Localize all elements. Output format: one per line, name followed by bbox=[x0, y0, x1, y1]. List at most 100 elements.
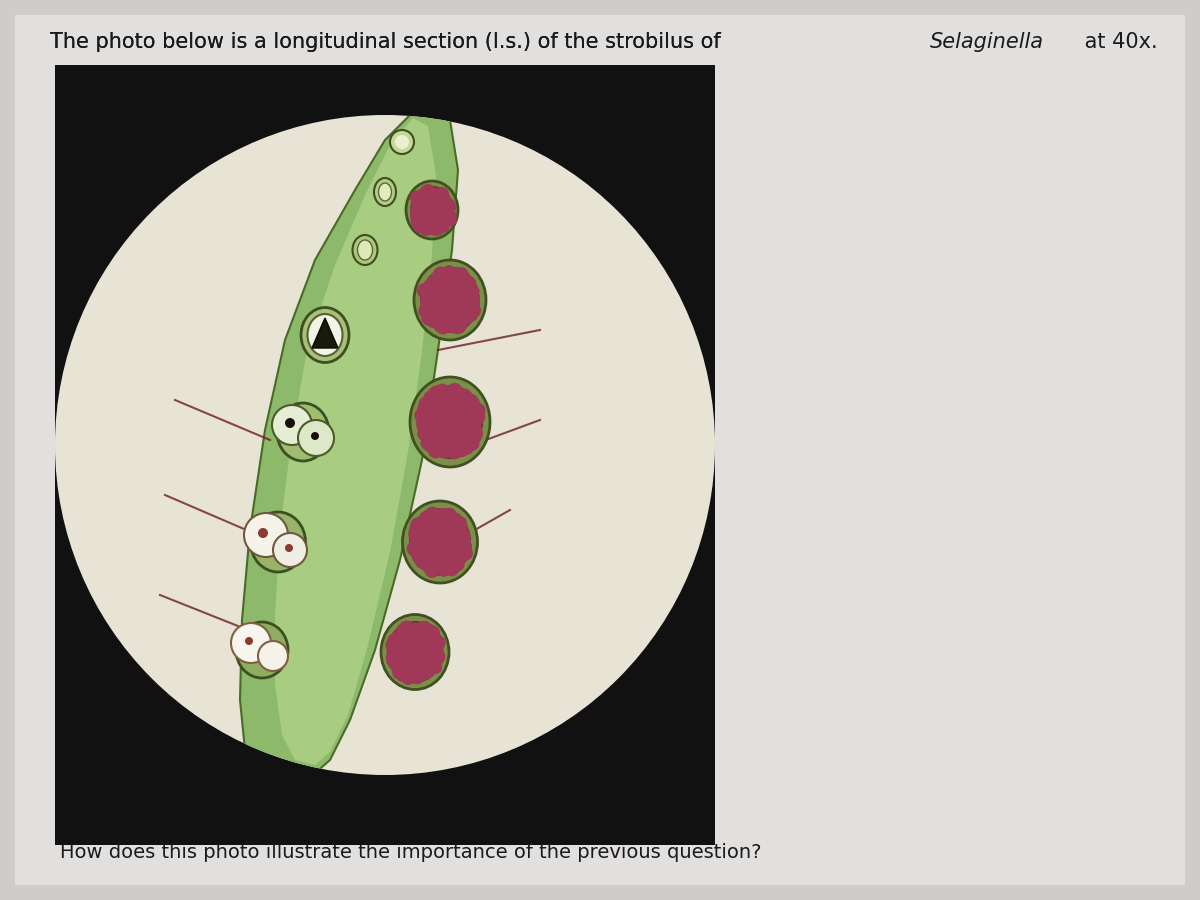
Circle shape bbox=[416, 647, 428, 659]
Circle shape bbox=[434, 536, 446, 549]
Circle shape bbox=[466, 438, 475, 448]
Circle shape bbox=[392, 647, 407, 662]
Circle shape bbox=[385, 638, 400, 652]
Circle shape bbox=[451, 524, 460, 533]
Circle shape bbox=[434, 410, 442, 416]
Circle shape bbox=[455, 440, 467, 452]
Circle shape bbox=[452, 404, 463, 415]
Circle shape bbox=[460, 440, 474, 454]
Circle shape bbox=[430, 385, 445, 401]
Circle shape bbox=[415, 545, 431, 561]
Circle shape bbox=[427, 442, 433, 448]
Circle shape bbox=[444, 431, 451, 437]
Circle shape bbox=[457, 398, 464, 406]
Circle shape bbox=[425, 420, 431, 427]
Circle shape bbox=[462, 282, 473, 292]
Circle shape bbox=[408, 644, 422, 659]
Circle shape bbox=[431, 210, 443, 221]
Circle shape bbox=[430, 413, 440, 424]
Circle shape bbox=[433, 266, 449, 283]
Circle shape bbox=[440, 285, 450, 295]
Circle shape bbox=[455, 417, 470, 432]
Circle shape bbox=[446, 309, 455, 318]
Circle shape bbox=[415, 221, 426, 232]
Circle shape bbox=[419, 544, 434, 560]
Circle shape bbox=[450, 404, 464, 419]
Circle shape bbox=[456, 446, 463, 454]
Circle shape bbox=[412, 534, 419, 540]
Circle shape bbox=[398, 624, 408, 633]
Circle shape bbox=[440, 390, 456, 406]
Circle shape bbox=[445, 413, 458, 426]
Circle shape bbox=[436, 432, 444, 440]
Circle shape bbox=[422, 429, 431, 437]
Circle shape bbox=[440, 397, 457, 412]
Circle shape bbox=[408, 669, 420, 680]
Circle shape bbox=[409, 659, 418, 667]
Circle shape bbox=[432, 431, 446, 446]
Circle shape bbox=[442, 557, 456, 572]
Circle shape bbox=[409, 672, 420, 683]
Circle shape bbox=[428, 189, 440, 201]
Circle shape bbox=[470, 304, 479, 313]
Circle shape bbox=[457, 281, 473, 295]
Circle shape bbox=[404, 633, 416, 644]
Circle shape bbox=[439, 300, 454, 314]
Circle shape bbox=[412, 213, 421, 222]
Circle shape bbox=[444, 436, 458, 449]
Circle shape bbox=[454, 423, 462, 431]
Circle shape bbox=[454, 299, 469, 314]
Circle shape bbox=[425, 429, 433, 437]
Circle shape bbox=[463, 398, 470, 404]
Circle shape bbox=[442, 527, 457, 543]
Circle shape bbox=[403, 657, 415, 669]
Circle shape bbox=[443, 560, 454, 571]
Circle shape bbox=[452, 389, 460, 397]
Circle shape bbox=[436, 310, 451, 325]
Circle shape bbox=[431, 539, 440, 549]
Circle shape bbox=[406, 626, 414, 634]
Circle shape bbox=[397, 640, 407, 649]
Circle shape bbox=[461, 276, 472, 288]
Circle shape bbox=[452, 393, 464, 405]
Circle shape bbox=[466, 415, 481, 430]
Circle shape bbox=[436, 396, 445, 406]
Circle shape bbox=[457, 286, 464, 293]
Circle shape bbox=[446, 418, 457, 429]
Circle shape bbox=[446, 310, 452, 316]
Circle shape bbox=[460, 392, 469, 401]
Circle shape bbox=[413, 661, 427, 675]
Circle shape bbox=[451, 279, 458, 287]
Circle shape bbox=[444, 508, 457, 521]
Circle shape bbox=[431, 189, 442, 200]
Circle shape bbox=[456, 399, 468, 411]
Circle shape bbox=[415, 633, 428, 644]
Circle shape bbox=[450, 321, 464, 334]
Circle shape bbox=[422, 649, 431, 658]
Circle shape bbox=[443, 553, 455, 564]
Circle shape bbox=[446, 383, 462, 399]
Circle shape bbox=[445, 559, 458, 572]
Circle shape bbox=[422, 665, 433, 677]
Circle shape bbox=[421, 287, 434, 300]
Circle shape bbox=[440, 207, 450, 217]
Circle shape bbox=[421, 553, 431, 562]
Circle shape bbox=[424, 284, 432, 292]
Circle shape bbox=[412, 554, 421, 562]
Circle shape bbox=[440, 275, 450, 285]
Circle shape bbox=[457, 279, 472, 294]
Circle shape bbox=[436, 196, 449, 210]
Circle shape bbox=[412, 639, 419, 646]
Circle shape bbox=[396, 651, 409, 663]
Circle shape bbox=[433, 397, 440, 404]
Circle shape bbox=[420, 645, 434, 660]
Circle shape bbox=[451, 540, 466, 555]
Circle shape bbox=[431, 302, 438, 310]
Circle shape bbox=[421, 536, 433, 549]
Circle shape bbox=[433, 428, 440, 436]
Circle shape bbox=[433, 402, 444, 414]
Circle shape bbox=[420, 549, 434, 563]
Circle shape bbox=[458, 395, 464, 401]
Circle shape bbox=[442, 391, 456, 404]
Circle shape bbox=[458, 529, 470, 542]
